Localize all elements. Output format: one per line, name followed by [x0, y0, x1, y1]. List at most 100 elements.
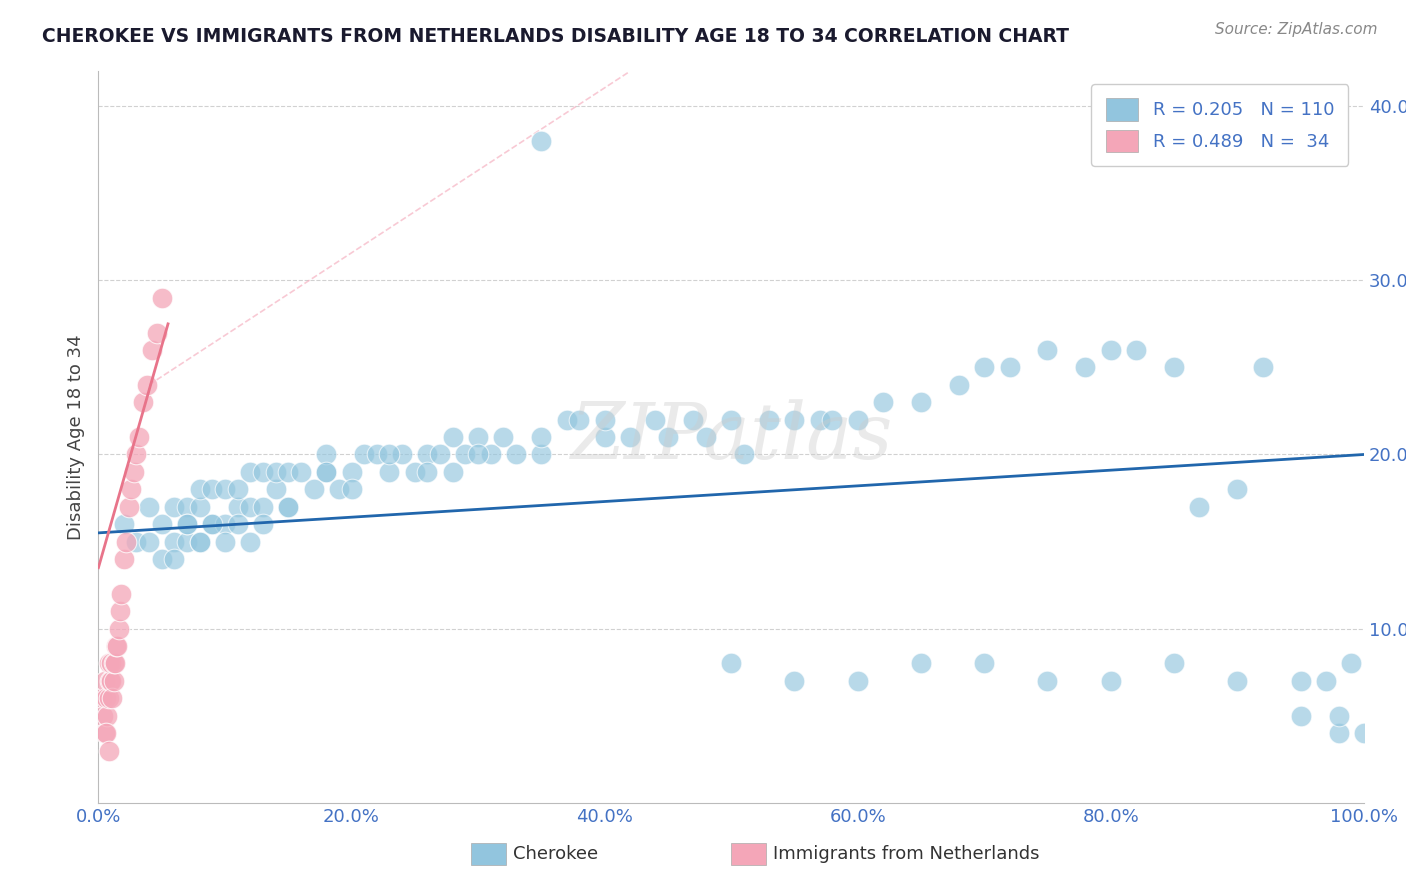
Point [530, 448, 553, 462]
Point [416, 448, 439, 462]
Point [277, 500, 299, 514]
Point [252, 465, 274, 479]
Point [163, 552, 186, 566]
Text: ZIPatlas: ZIPatlas [569, 399, 893, 475]
Point [176, 517, 198, 532]
Point [492, 430, 515, 444]
Point [115, 534, 138, 549]
Point [619, 430, 641, 444]
Point [783, 412, 806, 426]
Point [429, 448, 451, 462]
Point [290, 465, 312, 479]
Point [201, 517, 224, 532]
Point [454, 448, 477, 462]
Point [783, 673, 806, 688]
Point [226, 517, 249, 532]
Point [695, 430, 717, 444]
Point [1353, 726, 1375, 740]
Point [1163, 657, 1185, 671]
Point [1289, 708, 1312, 723]
Text: Cherokee: Cherokee [513, 845, 599, 863]
Point [214, 534, 236, 549]
Point [479, 448, 502, 462]
Point [145, 326, 167, 340]
Point [644, 412, 666, 426]
Point [441, 465, 464, 479]
Point [1036, 343, 1059, 357]
Point [593, 430, 616, 444]
Point [201, 483, 224, 497]
Point [239, 500, 262, 514]
Point [98, 673, 121, 688]
Text: Immigrants from Netherlands: Immigrants from Netherlands [773, 845, 1040, 863]
Point [93, 708, 115, 723]
Point [239, 465, 262, 479]
Point [1125, 343, 1147, 357]
Point [118, 500, 141, 514]
Point [97, 657, 120, 671]
Point [657, 430, 679, 444]
Point [821, 412, 844, 426]
Point [107, 639, 129, 653]
Point [416, 465, 439, 479]
Point [1188, 500, 1211, 514]
Point [132, 395, 155, 409]
Point [150, 517, 173, 532]
Point [252, 517, 274, 532]
Point [720, 412, 742, 426]
Point [1226, 673, 1249, 688]
Point [110, 587, 132, 601]
Text: CHEROKEE VS IMMIGRANTS FROM NETHERLANDS DISABILITY AGE 18 TO 34 CORRELATION CHAR: CHEROKEE VS IMMIGRANTS FROM NETHERLANDS … [42, 27, 1069, 45]
Point [872, 395, 894, 409]
Point [758, 412, 780, 426]
Point [277, 500, 299, 514]
Point [467, 430, 489, 444]
Point [1099, 673, 1122, 688]
Point [188, 534, 211, 549]
Point [188, 483, 211, 497]
Point [122, 465, 145, 479]
Point [1163, 360, 1185, 375]
Point [720, 657, 742, 671]
Point [91, 691, 114, 706]
Point [568, 412, 591, 426]
Point [176, 500, 198, 514]
Point [264, 465, 287, 479]
Point [125, 534, 148, 549]
Point [141, 343, 163, 357]
Point [101, 691, 124, 706]
Point [1226, 483, 1249, 497]
Point [150, 291, 173, 305]
Point [176, 517, 198, 532]
Point [1074, 360, 1097, 375]
Point [910, 395, 932, 409]
Point [555, 412, 578, 426]
Point [226, 483, 249, 497]
Point [808, 412, 831, 426]
Point [910, 657, 932, 671]
Point [467, 448, 489, 462]
Point [226, 500, 249, 514]
Point [505, 448, 527, 462]
Point [1315, 673, 1337, 688]
Point [128, 430, 150, 444]
Legend: R = 0.205   N = 110, R = 0.489   N =  34: R = 0.205 N = 110, R = 0.489 N = 34 [1091, 84, 1348, 166]
Point [682, 412, 704, 426]
Point [163, 500, 186, 514]
Y-axis label: Disability Age 18 to 34: Disability Age 18 to 34 [66, 334, 84, 540]
Point [188, 500, 211, 514]
Point [1327, 726, 1350, 740]
Point [100, 673, 122, 688]
Point [93, 673, 117, 688]
Point [264, 483, 287, 497]
Point [103, 673, 125, 688]
Point [1099, 343, 1122, 357]
Point [112, 552, 135, 566]
Point [96, 708, 118, 723]
Point [378, 465, 401, 479]
Point [105, 639, 128, 653]
Point [163, 534, 186, 549]
Point [733, 448, 755, 462]
Point [441, 430, 464, 444]
Point [97, 743, 120, 757]
